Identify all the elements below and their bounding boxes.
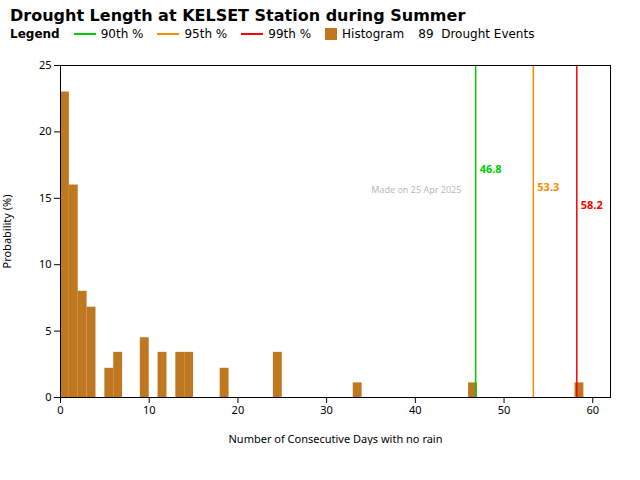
html-text:99th %: 99th % [268, 27, 311, 41]
svg-text:40: 40 [409, 402, 422, 417]
svg-text:58.2: 58.2 [581, 197, 603, 212]
svg-text:50: 50 [498, 402, 511, 417]
svg-text:46.8: 46.8 [480, 161, 502, 176]
svg-text:0: 0 [45, 389, 51, 404]
svg-text:Number of Consecutive Days wit: Number of Consecutive Days with no rain [228, 431, 442, 446]
svg-text:0: 0 [57, 402, 63, 417]
svg-text:Probability (%): Probability (%) [0, 194, 14, 268]
html-text:Drought Length at KELSET Stati: Drought Length at KELSET Station during … [10, 6, 466, 25]
svg-text:20: 20 [39, 123, 52, 138]
html-text:90th %: 90th % [100, 27, 144, 41]
svg-text:30: 30 [320, 402, 333, 417]
svg-text:53.3: 53.3 [537, 179, 559, 194]
svg-text:25: 25 [39, 57, 52, 72]
svg-text:Made on 25 Apr 2025: Made on 25 Apr 2025 [371, 183, 461, 196]
svg-text:20: 20 [232, 402, 245, 417]
html-text:95th %: 95th % [184, 27, 228, 41]
html-text:Legend: Legend [10, 27, 60, 41]
html-text:89 Drought Events: 89 Drought Events [418, 27, 535, 41]
svg-text:10: 10 [143, 402, 156, 417]
html-text:Histogram: Histogram [342, 27, 405, 41]
svg-text:15: 15 [39, 190, 52, 205]
svg-text:60: 60 [586, 402, 599, 417]
svg-text:5: 5 [45, 323, 51, 338]
svg-text:10: 10 [39, 256, 52, 271]
